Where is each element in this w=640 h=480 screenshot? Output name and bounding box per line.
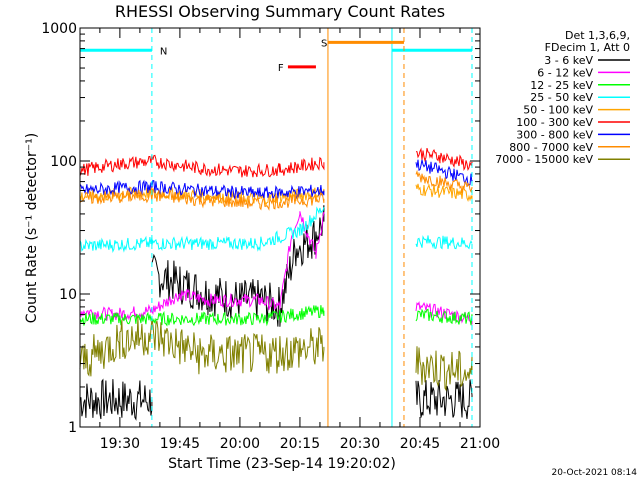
series-line [415,159,473,186]
series-25-50-kev [79,206,473,254]
y-tick-label: 100 [50,154,77,170]
legend-header: Det 1,3,6,9, [565,29,630,42]
series-line [79,154,325,178]
annotation-layer: N S F [79,28,473,427]
plot-frame [79,27,481,428]
legend-header: FDecim 1, Att 0 [545,41,630,54]
series-100-300-kev [79,147,473,178]
series-6-12-kev [79,211,473,325]
annotation-label: S [321,38,327,49]
series-800-7000-kev [79,169,473,211]
series-line [79,179,325,202]
chart-title: RHESSI Observing Summary Count Rates [115,2,445,21]
x-tick-label: 20:45 [400,436,440,452]
x-tick-label: 20:00 [220,436,260,452]
series-line [415,300,473,325]
series-line [415,235,473,250]
series-line [79,188,325,211]
x-axis-label: Start Time (23-Sep-14 19:20:02) [168,456,396,472]
series-line [79,211,325,322]
legend-entry: 25 - 50 keV [530,91,593,104]
series-line [415,308,473,326]
series-line [415,379,473,420]
legend-entry: 7000 - 15000 keV [495,153,593,166]
annotation-flare: F [278,63,316,74]
y-axis-ticks: 1 10 100 1000 [41,21,480,436]
series-7000-15000-kev [79,316,473,392]
x-tick-label: 21:00 [460,436,500,452]
legend-entry: 6 - 12 keV [537,66,593,79]
legend-entry: 3 - 6 keV [544,54,593,67]
series-line [79,206,325,254]
x-tick-label: 20:15 [280,436,320,452]
x-tick-label: 20:30 [340,436,380,452]
series-line [415,169,473,194]
legend-entry: 12 - 25 keV [530,79,593,92]
annotation-saa: S [321,28,405,427]
series-line [79,378,153,421]
legend-entry: 300 - 800 keV [516,128,593,141]
x-tick-label: 19:30 [100,436,140,452]
legend-entry: 50 - 100 keV [523,104,593,117]
series-line [151,205,325,327]
series-line [79,316,325,377]
y-tick-label: 1 [68,420,77,436]
series-300-800-kev [79,159,473,202]
timestamp: 20-Oct-2021 08:14 [552,468,638,478]
y-tick-label: 10 [59,287,77,303]
x-tick-label: 19:45 [160,436,200,452]
annotation-label: F [278,63,284,74]
series-3-6-kev [79,205,473,421]
y-tick-label: 1000 [41,21,77,37]
series-line [415,147,473,172]
series-line [415,183,473,202]
data-layer [79,147,473,421]
legend-entry: 800 - 7000 keV [509,141,593,154]
x-axis-ticks: 19:30 19:45 20:00 20:15 20:30 20:45 21:00 [99,28,500,452]
y-axis-label: Count Rate (s⁻¹ detector⁻¹) [24,133,40,323]
series-line [415,346,473,392]
annotation-night: N [79,28,473,427]
legend-entry: 100 - 300 keV [516,116,593,129]
annotation-label: N [160,46,167,57]
